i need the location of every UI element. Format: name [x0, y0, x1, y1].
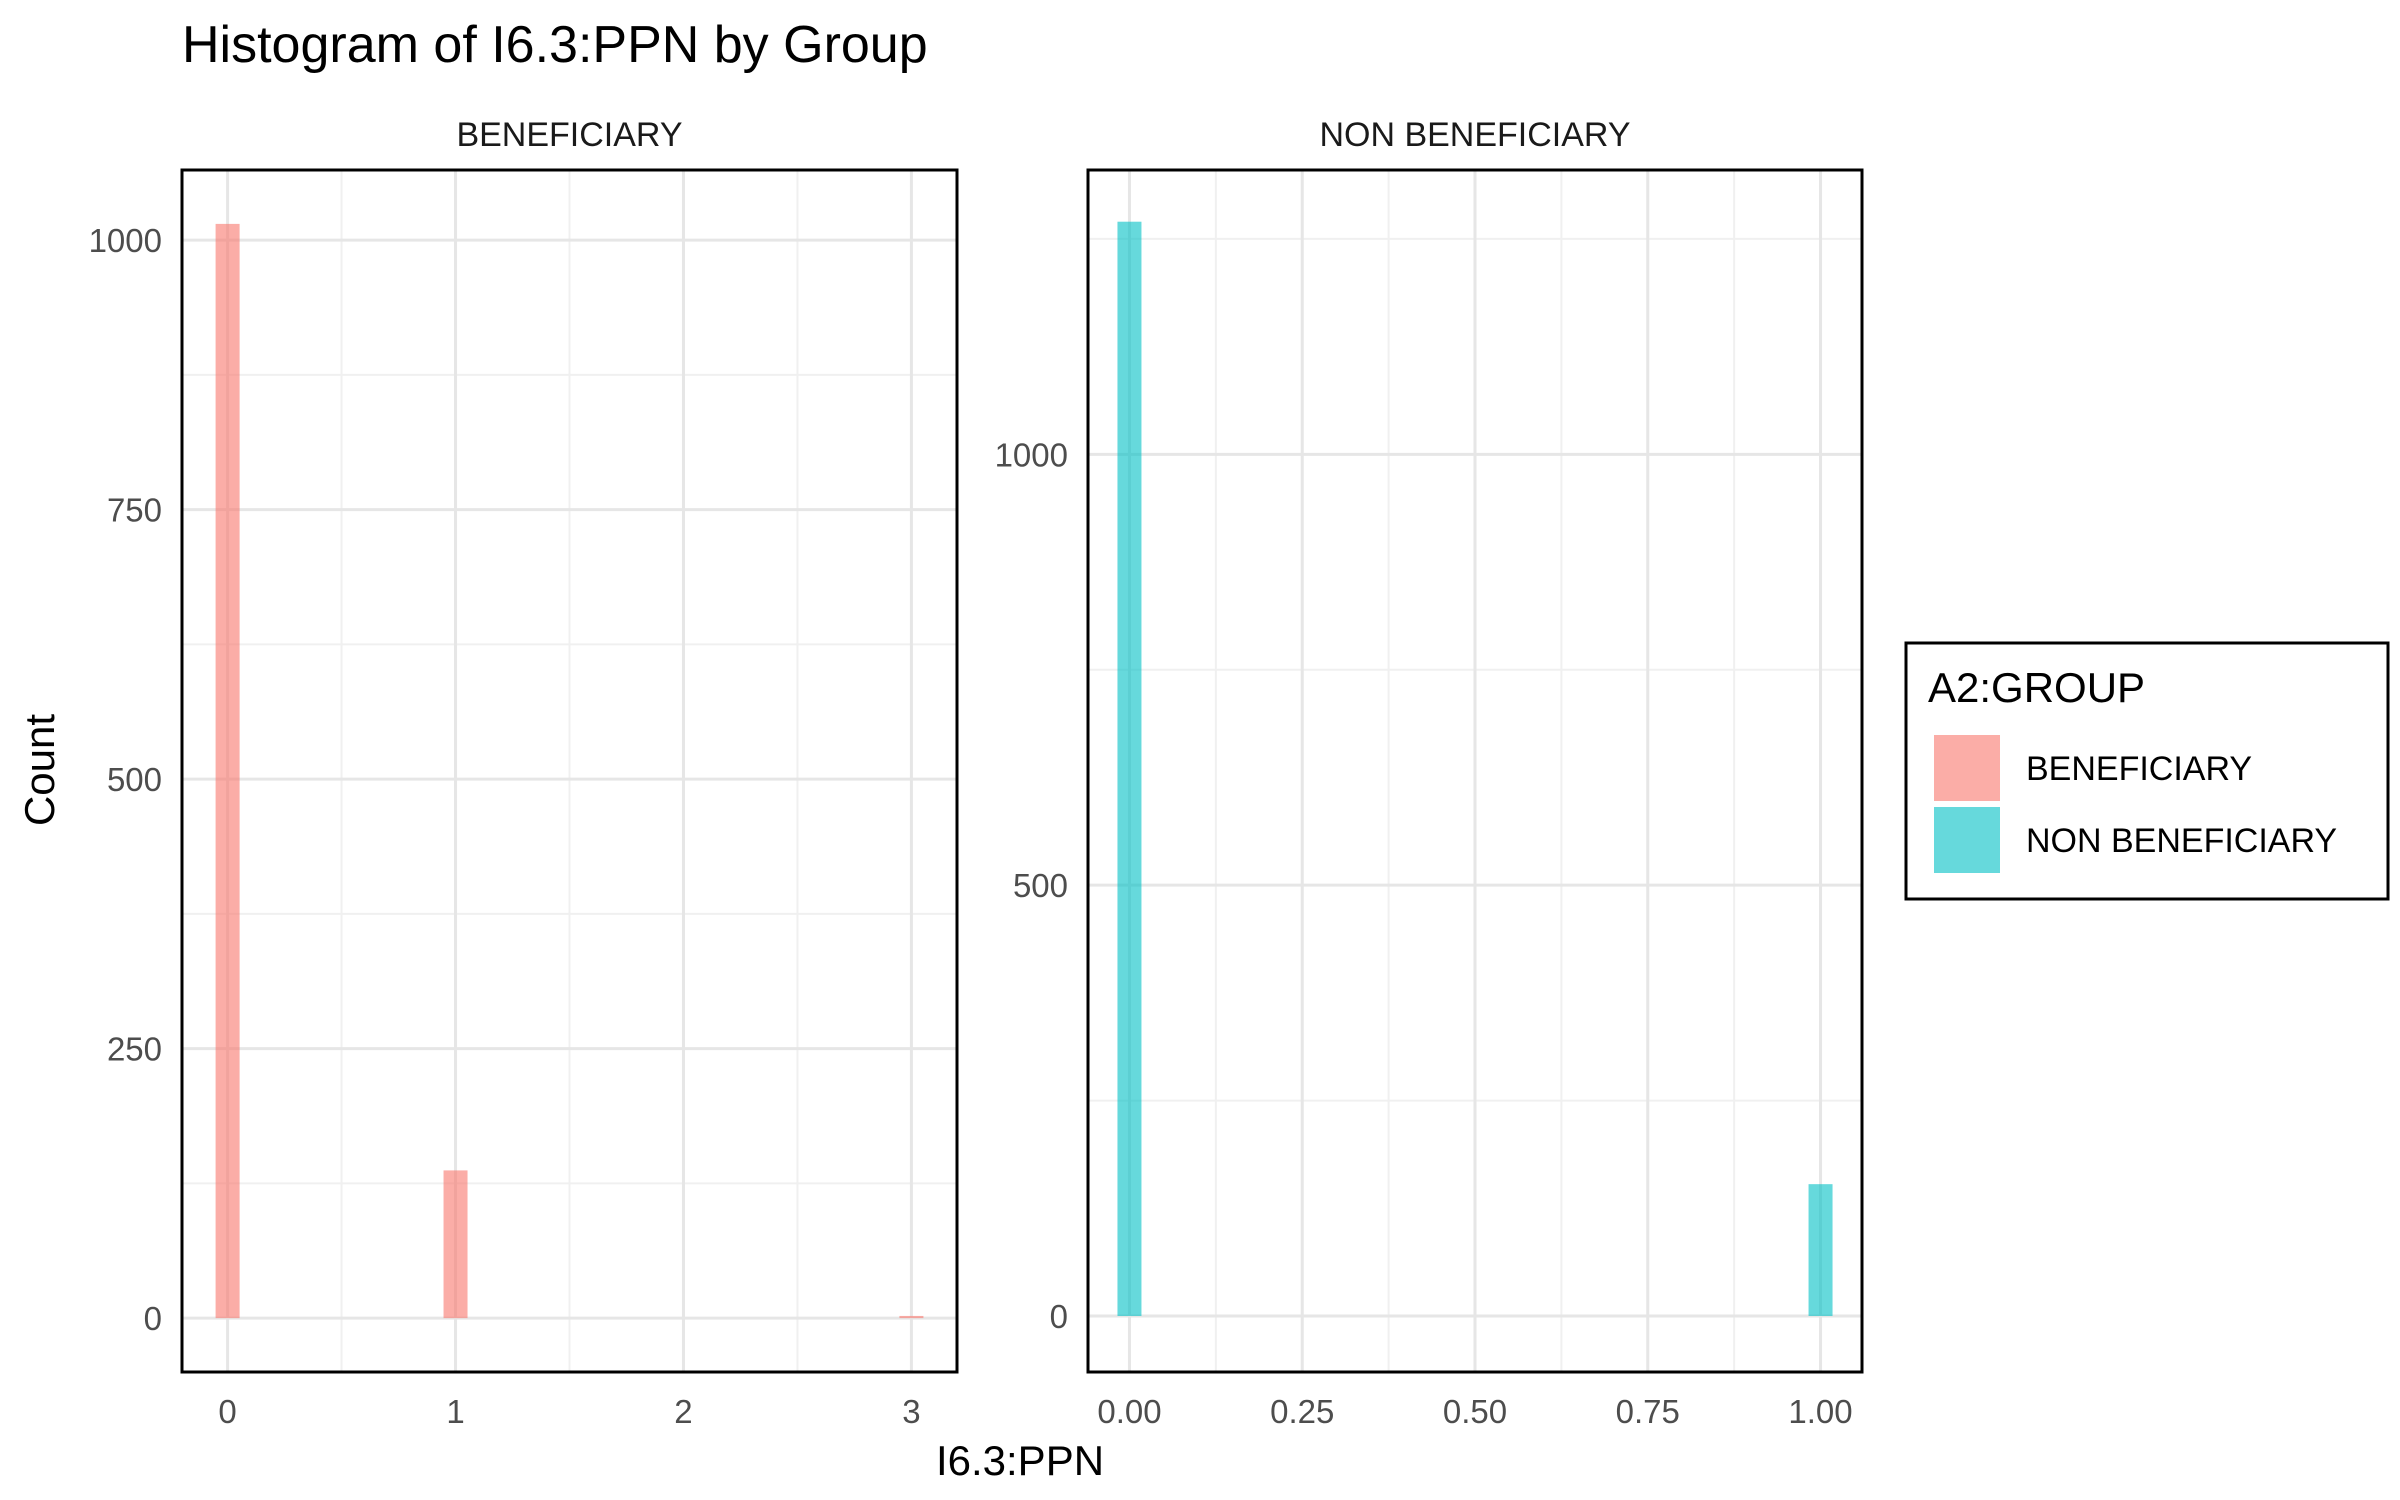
x-tick-label: 0: [218, 1393, 236, 1430]
x-axis-title: I6.3:PPN: [936, 1437, 1104, 1484]
x-tick-label: 3: [902, 1393, 920, 1430]
panel-0: BENEFICIARY 0 1 2 3 0 250 500 750 1000: [89, 116, 959, 1430]
legend-label-0: BENEFICIARY: [2026, 750, 2252, 788]
facet-strip-label: NON BENEFICIARY: [1319, 116, 1630, 154]
legend-title: A2:GROUP: [1928, 664, 2145, 711]
x-tick-label: 0.50: [1443, 1393, 1507, 1430]
bar-0-0: [215, 223, 240, 1319]
legend: A2:GROUP BENEFICIARY NON BENEFICIARY: [1904, 641, 2390, 901]
x-tick-label: 2: [674, 1393, 692, 1430]
legend-swatch-1: [1934, 807, 2000, 873]
y-tick-label: 1000: [995, 436, 1068, 473]
panel-border: [180, 168, 959, 1374]
panel-border: [1086, 168, 1864, 1374]
y-tick-label: 500: [107, 761, 162, 798]
x-tick-label: 1: [446, 1393, 464, 1430]
bar-1-0: [1117, 221, 1142, 1316]
y-tick-label: 500: [1013, 867, 1068, 904]
y-tick-label: 1000: [89, 222, 162, 259]
y-tick-label: 0: [144, 1300, 162, 1337]
y-tick-label: 250: [107, 1031, 162, 1068]
bar-0-1: [443, 1170, 468, 1319]
y-axis-title: Count: [16, 714, 63, 826]
y-tick-label: 750: [107, 492, 162, 529]
panel-1: NON BENEFICIARY 0.00 0.25 0.50 0.75 1.00 0 500 1…: [995, 116, 1864, 1430]
legend-label-1: NON BENEFICIARY: [2026, 822, 2337, 860]
bar-1-1: [1808, 1184, 1833, 1316]
facet-strip-label: BENEFICIARY: [456, 116, 682, 154]
x-tick-label: 0.75: [1616, 1393, 1680, 1430]
x-tick-label: 0.25: [1270, 1393, 1334, 1430]
bar-0-2: [899, 1315, 924, 1319]
legend-swatch-0: [1934, 735, 2000, 801]
x-tick-label: 0.00: [1097, 1393, 1161, 1430]
y-tick-label: 0: [1050, 1298, 1068, 1335]
x-tick-label: 1.00: [1788, 1393, 1852, 1430]
chart-title: Histogram of I6.3:PPN by Group: [182, 16, 928, 74]
